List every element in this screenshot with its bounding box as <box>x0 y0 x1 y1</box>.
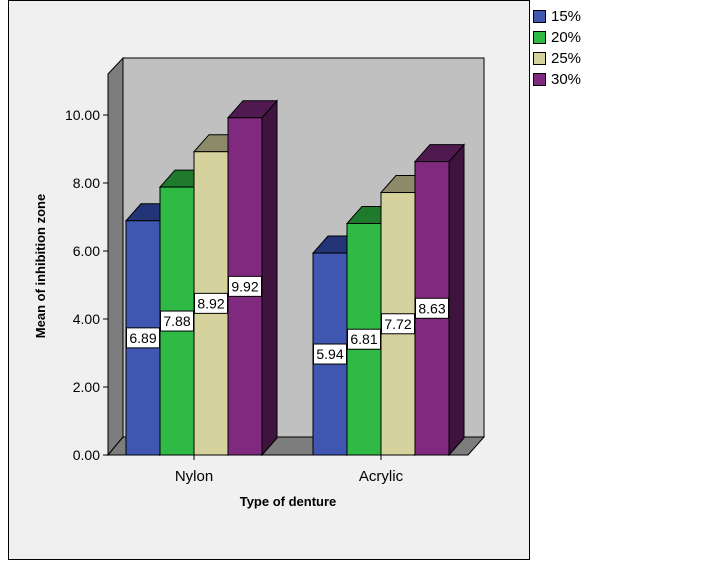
data-label: 6.81 <box>347 328 381 350</box>
legend-item: 15% <box>533 6 581 27</box>
bars <box>124 99 466 457</box>
data-label-text: 8.92 <box>197 295 224 311</box>
y-tick-label: 6.00 <box>73 243 100 259</box>
legend-swatch <box>533 73 546 86</box>
legend: 15% 20% 25% 30% <box>533 6 581 90</box>
x-axis: Nylon Acrylic <box>108 454 468 485</box>
data-label: 7.72 <box>381 313 415 335</box>
data-label-text: 5.94 <box>316 346 343 362</box>
data-label: 5.94 <box>313 343 347 365</box>
data-label-text: 9.92 <box>231 278 258 294</box>
y-axis: 0.00 2.00 4.00 6.00 8.00 10.00 <box>65 107 109 463</box>
value-labels: 6.89 7.88 8.92 9.92 5.94 6.81 7.72 8.63 <box>126 275 449 365</box>
data-label: 9.92 <box>228 275 262 297</box>
data-label-box <box>347 328 381 350</box>
data-label: 8.92 <box>194 292 228 314</box>
y-axis-title: Mean of inhibition zone <box>33 194 48 338</box>
y-tick-label: 8.00 <box>73 175 100 191</box>
data-label-text: 7.88 <box>163 313 190 329</box>
legend-swatch <box>533 52 546 65</box>
y-tick-label: 4.00 <box>73 311 100 327</box>
bar-side <box>448 143 465 457</box>
x-tick-label: Acrylic <box>359 468 404 485</box>
legend-item: 30% <box>533 69 581 90</box>
plot-left-wall <box>107 56 124 457</box>
legend-item: 20% <box>533 27 581 48</box>
legend-label: 25% <box>551 50 582 67</box>
x-tick-label: Nylon <box>175 468 213 485</box>
data-label: 7.88 <box>160 310 194 332</box>
bar-side <box>261 99 278 457</box>
legend-item: 25% <box>533 48 581 69</box>
x-axis-title: Type of denture <box>240 494 337 509</box>
data-label-box <box>381 313 415 335</box>
bar-nylon-30pct <box>226 99 279 457</box>
legend-label: 15% <box>551 8 582 25</box>
data-label-box <box>313 343 347 365</box>
data-label: 6.89 <box>126 327 160 349</box>
legend-label: 20% <box>551 29 582 46</box>
data-label-box <box>228 275 262 297</box>
data-label-box <box>194 292 228 314</box>
data-label-text: 6.81 <box>350 331 377 347</box>
legend-label: 30% <box>551 71 582 88</box>
data-label-text: 7.72 <box>384 316 411 332</box>
legend-swatch <box>533 10 546 23</box>
data-label-box <box>160 310 194 332</box>
data-label-box <box>415 297 449 319</box>
data-label-text: 6.89 <box>129 330 156 346</box>
data-label: 8.63 <box>415 297 449 319</box>
y-tick-label: 0.00 <box>73 447 100 463</box>
legend-swatch <box>533 31 546 44</box>
y-tick-label: 2.00 <box>73 379 100 395</box>
data-label-box <box>126 327 160 349</box>
y-tick-label: 10.00 <box>65 107 100 123</box>
data-label-text: 8.63 <box>418 300 445 316</box>
